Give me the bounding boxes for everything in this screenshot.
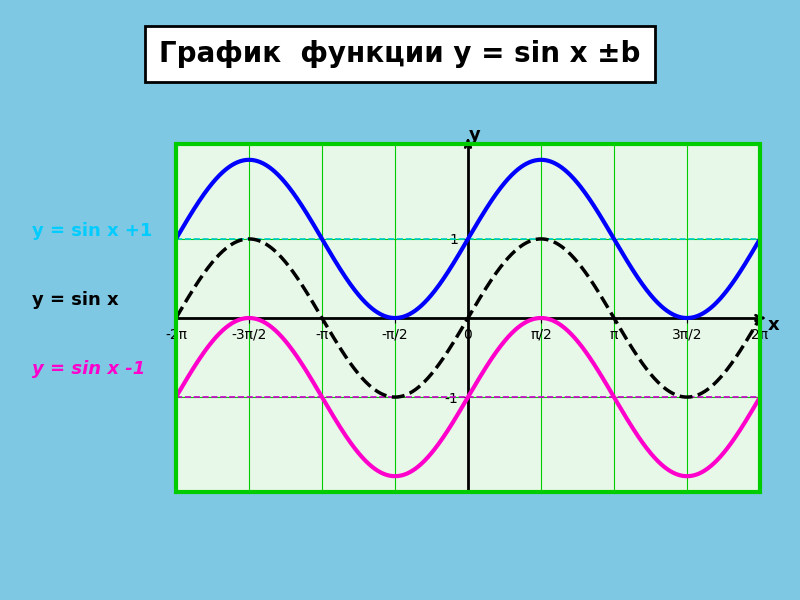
Text: x: x <box>768 316 780 334</box>
Text: y: y <box>469 126 481 144</box>
Bar <box>176 144 760 492</box>
Text: График  функции y = sin x ±b: График функции y = sin x ±b <box>159 40 641 68</box>
Text: y = sin x -1: y = sin x -1 <box>32 360 146 378</box>
Text: y = sin x +1: y = sin x +1 <box>32 222 152 240</box>
Text: y = sin x: y = sin x <box>32 291 118 309</box>
